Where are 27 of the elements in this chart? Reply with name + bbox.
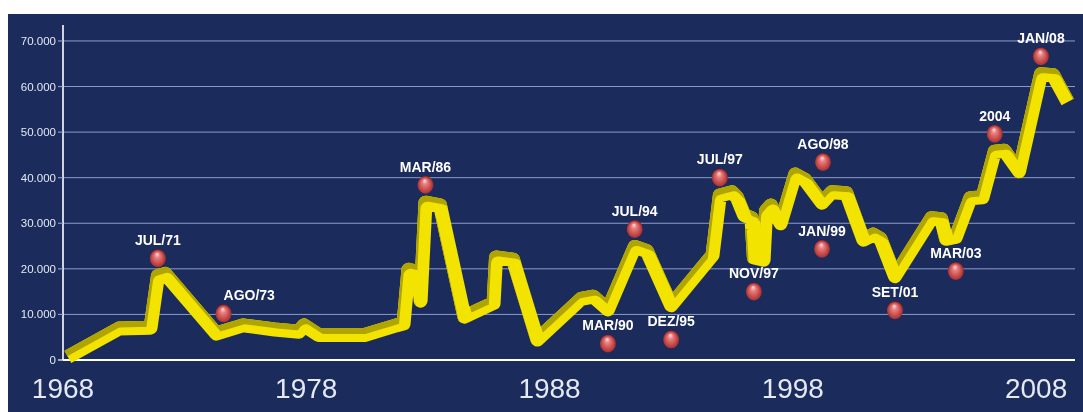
annotation: DEZ/95 (647, 313, 696, 330)
y-tick-label: 50.000 (20, 126, 56, 139)
annotation: SET/01 (871, 284, 919, 301)
x-tick-label: 1978 (275, 373, 338, 404)
annotation: MAR/90 (582, 317, 634, 334)
annotation: 2004 (979, 107, 1011, 124)
y-tick-label: 70.000 (20, 34, 56, 47)
x-tick-label: 1968 (31, 373, 95, 404)
y-tick-label: 30.000 (20, 217, 56, 230)
x-tick-label: 1998 (761, 373, 824, 404)
y-tick-label: 60.000 (20, 80, 56, 93)
x-tick-label: 2008 (1004, 373, 1068, 404)
annotation: AGO/98 (797, 135, 849, 152)
annotation: JUL/71 (134, 232, 182, 249)
annotation: MAR/03 (930, 244, 982, 261)
annotation: MAR/86 (399, 158, 452, 175)
annotation: JUL/97 (696, 151, 743, 168)
annotation: JUL/94 (611, 202, 658, 219)
annotation: JAN/08 (1017, 30, 1065, 47)
y-tick-label: 0 (49, 354, 56, 367)
y-tick-label: 40.000 (20, 171, 56, 184)
annotation: NOV/97 (728, 265, 779, 282)
y-tick-label: 10.000 (20, 308, 56, 321)
y-tick-label: 20.000 (20, 262, 56, 275)
x-tick-label: 1988 (518, 373, 581, 404)
annotation: JAN/99 (798, 222, 846, 239)
annotation: AGO/73 (223, 287, 276, 304)
